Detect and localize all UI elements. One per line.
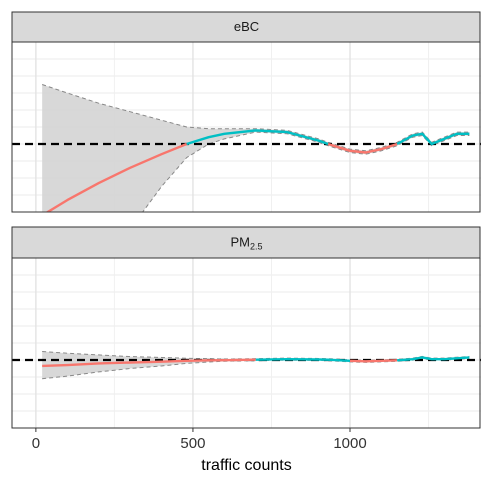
x-tick-label: 1000 [333,435,366,452]
panel-border [11,257,481,429]
strip [11,226,481,259]
ribbon [42,84,470,212]
x-tick-label: 500 [180,435,205,452]
line [255,356,470,363]
panel-border [11,41,481,213]
line [42,358,398,368]
x-axis-label: traffic counts [201,457,291,474]
strip-subscript: 2.5 [250,242,263,252]
ribbon [42,351,470,379]
x-tick-label: 0 [32,435,40,452]
strip [11,11,481,43]
plot-area [12,258,481,428]
line [45,142,398,212]
strip-label: eBC [234,19,259,34]
strip-text: PM [230,235,250,250]
line [186,129,470,146]
strip-text: eBC [234,19,259,34]
plot-area [12,42,481,212]
strip-label: PM2.5 [230,235,262,252]
